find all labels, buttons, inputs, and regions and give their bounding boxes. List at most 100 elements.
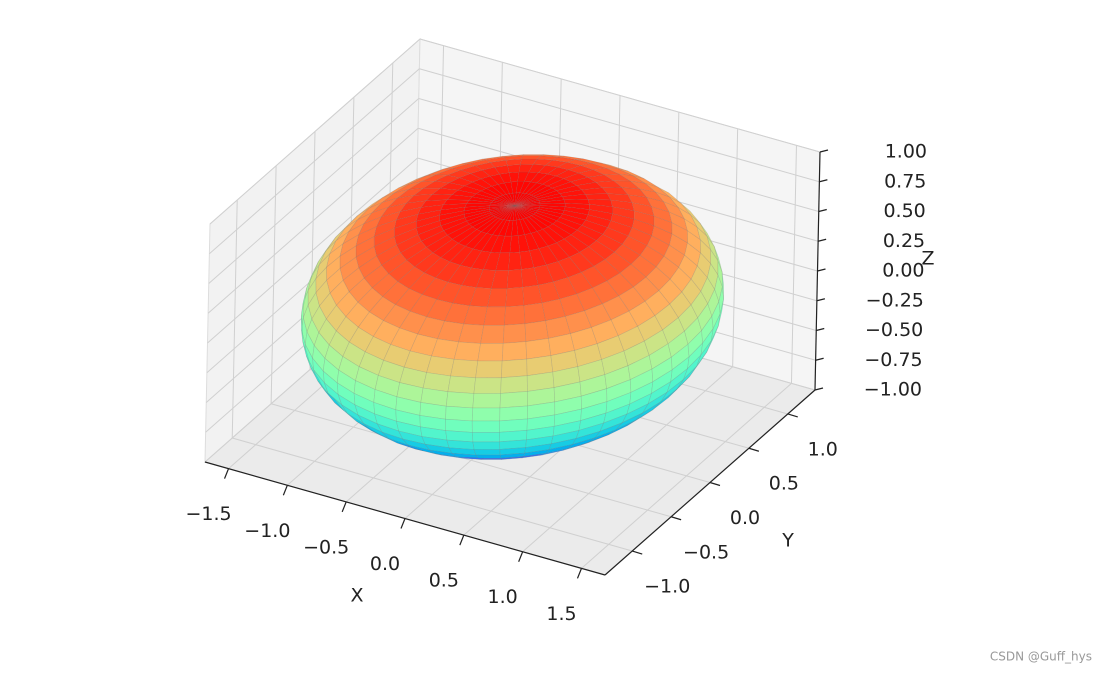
surface-patch: [447, 375, 476, 394]
y-tick-label: 1.0: [808, 438, 838, 460]
surface-patch: [471, 407, 501, 422]
surface-patch: [508, 251, 522, 271]
surface-patch: [505, 286, 525, 308]
surface-patch: [652, 389, 677, 410]
z-tick-label: 0.50: [883, 200, 925, 222]
axes: −1.5−1.0−0.50.00.51.01.5−1.0−0.50.00.51.…: [185, 141, 934, 625]
surface-patch: [483, 306, 506, 326]
surface-patch: [480, 324, 505, 344]
surface-patch: [581, 434, 609, 446]
y-tick-label: 0.5: [769, 473, 799, 495]
surface-patch: [514, 205, 537, 215]
x-tick: [400, 518, 406, 529]
x-tick-label: 0.5: [429, 570, 459, 592]
grid-line: [270, 403, 672, 518]
y-axis-label: Y: [781, 530, 794, 552]
surface-patch: [706, 325, 719, 353]
z-tick-label: −0.75: [864, 349, 922, 371]
surface-patch: [500, 358, 528, 379]
surface-patch: [445, 405, 474, 422]
x-tick: [459, 534, 465, 546]
z-tick: [818, 208, 827, 213]
surface-patch: [472, 393, 501, 409]
surface: [300, 154, 725, 460]
x-tick-label: −1.0: [244, 520, 290, 542]
z-tick-label: 0.25: [883, 230, 925, 252]
z-tick: [817, 238, 827, 242]
surface-patch: [506, 269, 524, 289]
x-tick: [282, 485, 288, 496]
x-tick: [518, 551, 524, 562]
surface-patch: [499, 391, 528, 409]
surface-patch: [680, 203, 701, 224]
grid-line: [207, 157, 418, 344]
surface-patch: [473, 377, 502, 394]
surface-patch: [445, 418, 473, 433]
surface-patch: [502, 323, 527, 344]
z-tick: [819, 149, 829, 153]
surface-patch: [471, 420, 501, 433]
surface-patch: [480, 457, 504, 460]
surface-patch: [601, 162, 628, 172]
y-tick: [709, 481, 721, 487]
y-tick: [787, 413, 798, 418]
y-tick-label: −1.0: [644, 576, 690, 598]
z-tick: [814, 387, 824, 391]
grid-line: [207, 127, 419, 314]
x-tick-label: −0.5: [303, 536, 349, 558]
x-tick-label: 1.5: [546, 603, 576, 625]
grid-line: [232, 437, 633, 552]
surface-patch: [471, 431, 500, 443]
z-tick-label: −0.25: [866, 289, 924, 311]
surface-patch: [626, 409, 654, 427]
surface-patch: [475, 360, 503, 379]
x-tick: [341, 501, 347, 513]
z-axis-label: Z: [921, 248, 934, 270]
surface-patch: [521, 155, 542, 160]
surface-patch: [500, 375, 528, 394]
surface-patch: [477, 342, 504, 362]
surface-patch: [453, 341, 481, 362]
z-tick: [819, 179, 828, 183]
surface-patch: [473, 449, 501, 456]
grid-line: [208, 98, 420, 284]
surface-patch: [497, 205, 515, 220]
surface-patch: [519, 453, 543, 459]
y-tick: [670, 516, 682, 521]
z-tick-label: 0.00: [882, 260, 924, 282]
surface-patch: [718, 298, 724, 326]
surface-patch: [514, 192, 520, 206]
grid-line: [209, 38, 421, 225]
surface-patch: [689, 351, 708, 377]
surface-patch: [584, 193, 612, 201]
x-tick-label: 0.0: [370, 553, 400, 575]
y-tick: [748, 447, 760, 452]
surface-patch: [657, 186, 682, 204]
watermark: CSDN @Guff_hys: [990, 650, 1092, 664]
z-tick: [816, 327, 825, 332]
grid-line: [209, 68, 420, 255]
surface-patch: [501, 341, 528, 362]
surface-patch: [472, 441, 501, 450]
z-tick: [817, 268, 826, 272]
z-tick: [816, 298, 826, 302]
x-tick-label: 1.0: [488, 586, 518, 608]
surface-patch: [450, 358, 479, 379]
surface-patch: [699, 223, 715, 247]
surface-patch: [499, 405, 528, 422]
surface-patch: [714, 246, 723, 273]
x-axis-label: X: [350, 585, 363, 607]
x-tick: [576, 568, 583, 579]
surface-patch: [514, 205, 541, 210]
surface-patch: [507, 164, 521, 174]
surface-patch: [445, 391, 475, 409]
grid-line: [418, 98, 819, 212]
x-tick-label: −1.5: [185, 503, 231, 525]
z-tick-label: 1.00: [885, 141, 927, 163]
surface-patch: [514, 201, 541, 207]
z-tick-label: −0.50: [865, 319, 923, 341]
grid-line: [419, 38, 821, 153]
y-tick: [632, 550, 643, 555]
z-tick: [815, 357, 824, 361]
